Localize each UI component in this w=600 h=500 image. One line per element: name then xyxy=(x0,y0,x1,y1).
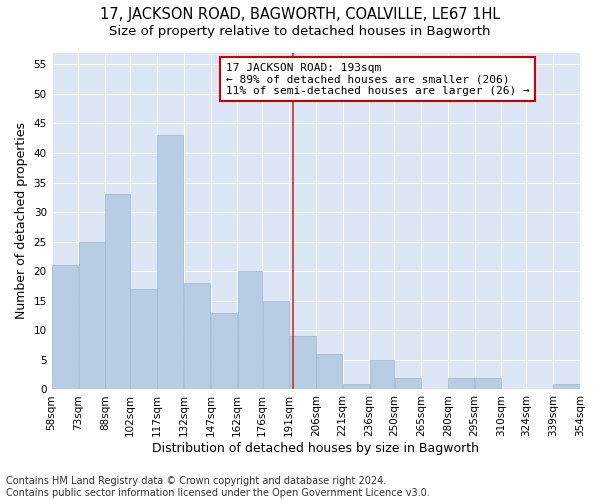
Bar xyxy=(184,283,210,390)
Bar xyxy=(370,360,394,390)
Bar xyxy=(263,301,289,390)
Bar xyxy=(238,271,262,390)
Bar xyxy=(106,194,130,390)
Text: Size of property relative to detached houses in Bagworth: Size of property relative to detached ho… xyxy=(109,25,491,38)
Bar xyxy=(316,354,343,390)
Bar xyxy=(289,336,316,390)
Bar xyxy=(211,312,237,390)
X-axis label: Distribution of detached houses by size in Bagworth: Distribution of detached houses by size … xyxy=(152,442,479,455)
Text: 17 JACKSON ROAD: 193sqm
← 89% of detached houses are smaller (206)
11% of semi-d: 17 JACKSON ROAD: 193sqm ← 89% of detache… xyxy=(226,62,530,96)
Bar xyxy=(343,384,369,390)
Bar xyxy=(448,378,475,390)
Bar xyxy=(130,289,157,390)
Bar xyxy=(553,384,580,390)
Bar xyxy=(52,266,78,390)
Text: 17, JACKSON ROAD, BAGWORTH, COALVILLE, LE67 1HL: 17, JACKSON ROAD, BAGWORTH, COALVILLE, L… xyxy=(100,8,500,22)
Bar xyxy=(79,242,105,390)
Bar xyxy=(475,378,501,390)
Bar xyxy=(395,378,421,390)
Y-axis label: Number of detached properties: Number of detached properties xyxy=(15,122,28,320)
Text: Contains HM Land Registry data © Crown copyright and database right 2024.
Contai: Contains HM Land Registry data © Crown c… xyxy=(6,476,430,498)
Bar xyxy=(157,136,184,390)
